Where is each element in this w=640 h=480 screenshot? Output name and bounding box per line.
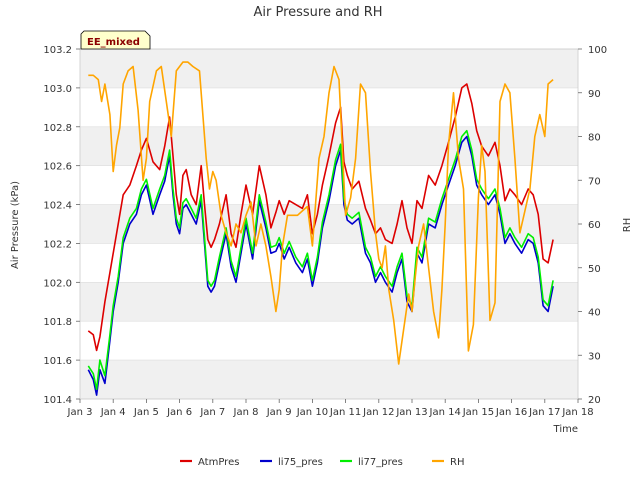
badge-box [80,30,151,50]
x-tick-label: Jan 4 [100,407,126,418]
x-tick-label: Jan 17 [528,407,560,418]
y-tick-label: 103.2 [43,45,72,56]
y-tick-label: 102.8 [43,123,72,134]
y-tick-label: 102.2 [43,239,72,250]
y2-tick-label: 100 [588,45,607,56]
y2-axis-ticks: 20 30 40 50 60 70 80 90 100 [578,45,607,406]
y-tick-label: 102.4 [43,201,72,212]
y2-tick-label: 90 [588,89,601,100]
y2-axis-title: RH [622,218,633,232]
legend-label: li75_pres [278,457,323,468]
series-lines [87,61,554,396]
x-tick-label: Jan 7 [199,407,225,418]
plot-band [80,360,578,399]
y-axis-title: Air Pressure (kPa) [10,181,21,269]
y2-tick-label: 50 [588,264,601,275]
x-tick-label: Jan 14 [429,407,461,418]
y2-tick-label: 20 [588,395,601,406]
series-line-atmpres [87,83,554,352]
series-line-li75-pres [87,135,554,396]
y2-tick-label: 70 [588,176,601,187]
x-tick-label: Jan 16 [495,407,527,418]
legend-label: li77_pres [358,457,403,468]
y-tick-label: 102.6 [43,162,72,173]
x-tick-label: Jan 5 [133,407,159,418]
y-tick-label: 103.0 [43,84,72,95]
y-tick-label: 101.6 [43,356,72,367]
y-tick-label: 101.4 [43,395,72,406]
series-line-li77-pres [87,129,554,391]
x-axis-title: Time [553,424,578,435]
x-tick-label: Jan 15 [462,407,494,418]
x-tick-label: Jan 6 [166,407,192,418]
x-tick-label: Jan 12 [362,407,394,418]
badge-label: EE_mixed [87,37,140,48]
legend-label: RH [450,457,464,468]
y2-tick-label: 40 [588,308,601,319]
plot-band [80,204,578,244]
legend: AtmPres li75_pres li77_pres RH [180,457,464,468]
x-axis-ticks: Jan 3 Jan 4 Jan 5 Jan 6 Jan 7 Jan 8 Jan 9 Jan 1… [67,399,594,418]
badge: EE_mixed [80,30,151,50]
x-tick-label: Jan 8 [233,407,259,418]
y2-tick-label: 30 [588,351,601,362]
x-tick-label: Jan 9 [266,407,292,418]
plot-band [80,126,578,166]
x-tick-label: Jan 18 [561,407,593,418]
y2-tick-label: 80 [588,133,601,144]
series-line-rh [88,61,554,365]
y-tick-label: 101.8 [43,317,72,328]
chart-title: Air Pressure and RH [253,5,382,20]
x-tick-label: Jan 13 [395,407,427,418]
y2-tick-label: 60 [588,220,601,231]
plot-band [80,282,578,322]
legend-label: AtmPres [198,457,239,468]
y-tick-label: 102.0 [43,278,72,289]
x-tick-label: Jan 11 [329,407,361,418]
y-axis-ticks: 101.4 101.6 101.8 102.0 102.2 102.4 102.6 102.8… [43,45,80,406]
x-tick-label: Jan 3 [67,407,93,418]
x-tick-label: Jan 10 [296,407,328,418]
